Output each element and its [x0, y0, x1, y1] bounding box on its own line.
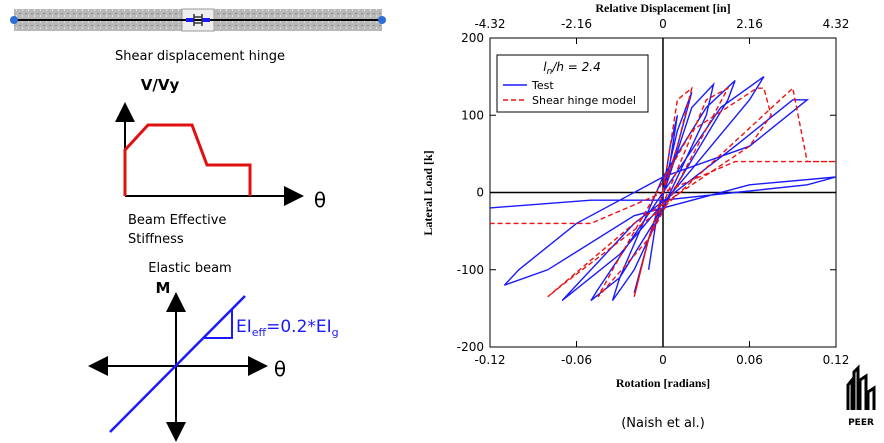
- legend-title-part: /h = 2.4: [551, 60, 600, 74]
- legend-title-part: l: [543, 60, 547, 74]
- axis-label: M: [156, 279, 171, 297]
- citation: (Naish et al.): [621, 416, 705, 431]
- elastic-line: [109, 295, 246, 433]
- x-tick-label: -0.06: [561, 353, 592, 367]
- stiffness-label: EIeff=0.2*EIg: [236, 317, 339, 339]
- caption: Elastic beam: [148, 261, 231, 276]
- axis-label: θ: [274, 357, 286, 381]
- x-tick-label: 0.12: [823, 353, 850, 367]
- x2-tick-label: 0: [659, 17, 667, 31]
- axis-label: V/Vy: [141, 76, 180, 94]
- y-tick-label: 0: [476, 186, 484, 200]
- svg-text:PEER: PEER: [848, 418, 874, 428]
- y-tick-label: -100: [457, 263, 484, 277]
- hinge-caption: Shear displacement hinge: [115, 49, 285, 64]
- heading: Stiffness: [128, 232, 184, 247]
- x2-tick-label: -2.16: [561, 17, 592, 31]
- hinge-diagram: [10, 8, 386, 32]
- x2-tick-label: 4.32: [823, 17, 850, 31]
- x2-tick-label: -4.32: [474, 17, 505, 31]
- legend-title: ln/h = 2.4: [543, 60, 600, 77]
- x2-tick-label: 2.16: [736, 17, 763, 31]
- x-tick-label: 0: [659, 353, 667, 367]
- legend-title-part: n: [547, 67, 553, 77]
- backbone-curve: [123, 123, 252, 196]
- legend-label: Shear hinge model: [532, 94, 636, 107]
- x2-axis-title: Relative Displacement [in]: [595, 1, 730, 15]
- y-tick-label: 200: [461, 31, 484, 45]
- heading: Beam Effective: [128, 213, 226, 228]
- y-tick-label: 100: [461, 108, 484, 122]
- logo: PEER: [846, 364, 876, 428]
- x-tick-label: 0.06: [736, 353, 763, 367]
- legend-label: Test: [531, 79, 554, 92]
- series-line: [490, 86, 836, 298]
- y-tick-label: -200: [457, 340, 484, 354]
- axis-label: θ: [314, 188, 326, 212]
- x-tick-label: -0.12: [474, 353, 505, 367]
- x-axis-title: Rotation [radians]: [616, 376, 710, 390]
- y-axis-title: Lateral Load [k]: [421, 150, 435, 235]
- legend-box: [496, 54, 649, 113]
- chart: -200 -100 0 100 200 -0.12 -0.06 0 0.06 0.12 -4.32 -…: [457, 17, 850, 367]
